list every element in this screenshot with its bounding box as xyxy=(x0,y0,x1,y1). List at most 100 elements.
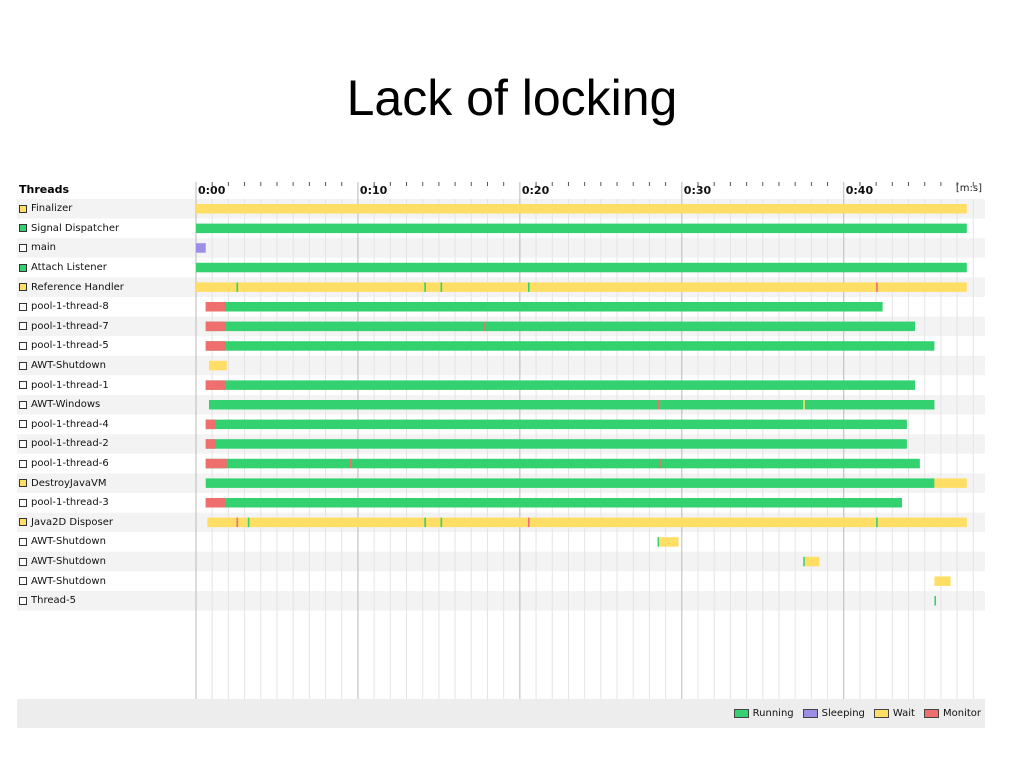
thread-row-label: Attach Listener xyxy=(17,258,107,278)
state-segment-running xyxy=(803,556,805,567)
thread-state-swatch-icon xyxy=(19,243,27,252)
state-segment-running xyxy=(424,517,426,528)
thread-state-swatch-icon xyxy=(19,204,27,213)
state-segment-monitor xyxy=(205,380,226,390)
thread-row-label: pool-1-thread-1 xyxy=(17,375,109,395)
thread-row-label: AWT-Windows xyxy=(17,395,100,415)
thread-row-label: pool-1-thread-4 xyxy=(17,415,109,435)
state-segment-monitor xyxy=(205,321,226,332)
state-segment-wait xyxy=(196,282,967,292)
thread-name: pool-1-thread-7 xyxy=(31,320,109,332)
state-segment-monitor xyxy=(205,341,226,351)
thread-name: pool-1-thread-2 xyxy=(31,438,109,450)
timeline-chart: 0:00 0:10 0:20 0:30 0:40 xyxy=(17,182,985,699)
state-segment-running xyxy=(196,223,967,234)
thread-state-swatch-icon xyxy=(19,518,27,527)
state-segment-running xyxy=(205,380,915,390)
legend-item-monitor: Monitor xyxy=(923,708,981,719)
thread-row-label: pool-1-thread-8 xyxy=(17,297,109,317)
row-background xyxy=(17,355,985,376)
state-segment-monitor xyxy=(236,517,239,528)
thread-row-label: Java2D Disposer xyxy=(17,513,113,533)
thread-row-label: AWT-Shutdown xyxy=(17,571,106,591)
thread-name: AWT-Windows xyxy=(31,399,101,411)
thread-state-swatch-icon xyxy=(19,302,27,311)
row-background xyxy=(17,571,985,591)
state-segment-running xyxy=(934,596,937,606)
thread-row-label: AWT-Shutdown xyxy=(17,532,106,552)
thread-name: pool-1-thread-8 xyxy=(31,301,109,313)
thread-row-label: Reference Handler xyxy=(17,277,124,297)
thread-row-label: Thread-5 xyxy=(17,591,76,611)
thread-state-swatch-icon xyxy=(19,263,27,272)
thread-row-label: main xyxy=(17,238,56,258)
state-segment-running xyxy=(205,419,907,430)
state-segment-wait xyxy=(803,400,805,410)
legend-item-running: Running xyxy=(733,708,794,719)
state-segment-running xyxy=(205,302,883,312)
legend-label-monitor: Monitor xyxy=(942,708,981,719)
thread-name: Reference Handler xyxy=(31,281,124,293)
state-segment-running xyxy=(527,282,530,292)
thread-name: AWT-Shutdown xyxy=(31,360,106,372)
thread-name: AWT-Shutdown xyxy=(31,536,106,548)
tick-label: 0:00 xyxy=(198,184,226,197)
state-segment-monitor xyxy=(659,458,661,469)
row-background xyxy=(17,238,985,258)
thread-row-label: AWT-Shutdown xyxy=(17,552,106,572)
thread-name: DestroyJavaVM xyxy=(31,477,107,489)
thread-name: pool-1-thread-3 xyxy=(31,497,109,509)
thread-row-label: DestroyJavaVM xyxy=(17,473,107,493)
tick-label: 0:10 xyxy=(360,184,388,197)
thread-row-label: Signal Dispatcher xyxy=(17,219,119,239)
thread-row-label: pool-1-thread-5 xyxy=(17,336,109,356)
state-segment-monitor xyxy=(205,498,226,508)
wait-swatch-icon xyxy=(873,709,889,718)
state-segment-running xyxy=(247,517,250,528)
row-background xyxy=(17,551,985,572)
state-segment-wait xyxy=(207,517,967,528)
thread-row-label: Finalizer xyxy=(17,199,72,219)
thread-state-swatch-icon xyxy=(19,283,27,292)
state-segment-running xyxy=(196,262,967,273)
thread-name: pool-1-thread-1 xyxy=(31,379,109,391)
thread-state-swatch-icon xyxy=(19,596,27,605)
state-segment-running xyxy=(205,458,920,469)
legend-label-sleeping: Sleeping xyxy=(821,708,865,719)
state-segment-running xyxy=(440,282,443,292)
thread-row-label: pool-1-thread-7 xyxy=(17,317,109,337)
thread-name: pool-1-thread-6 xyxy=(31,458,109,470)
state-segment-wait xyxy=(934,478,967,488)
state-segment-wait xyxy=(659,537,679,547)
state-segment-running xyxy=(205,498,903,508)
state-segment-running xyxy=(205,321,915,332)
state-segment-running xyxy=(876,517,878,528)
thread-row-label: pool-1-thread-3 xyxy=(17,493,109,513)
state-segment-monitor xyxy=(205,458,227,469)
state-segment-running xyxy=(424,282,426,292)
thread-name: Signal Dispatcher xyxy=(31,222,120,234)
thread-name: Thread-5 xyxy=(31,595,76,607)
state-segment-monitor xyxy=(205,439,216,449)
thread-state-swatch-icon xyxy=(19,459,27,468)
thread-name: main xyxy=(31,242,56,254)
thread-state-swatch-icon xyxy=(19,498,27,507)
state-segment-wait xyxy=(934,576,951,586)
thread-name: pool-1-thread-4 xyxy=(31,418,109,430)
legend-item-sleeping: Sleeping xyxy=(802,708,865,719)
thread-state-swatch-icon xyxy=(19,537,27,546)
thread-row-label: AWT-Shutdown xyxy=(17,356,106,376)
monitor-swatch-icon xyxy=(923,709,939,718)
legend-label-wait: Wait xyxy=(892,708,915,719)
slide-title: Lack of locking xyxy=(346,70,678,126)
state-segment-monitor xyxy=(349,458,352,469)
running-swatch-icon xyxy=(733,709,749,718)
state-segment-monitor xyxy=(527,517,530,528)
thread-state-swatch-icon xyxy=(19,439,27,448)
state-segment-monitor xyxy=(205,419,216,430)
thread-row-label: pool-1-thread-2 xyxy=(17,434,109,454)
state-segment-wait xyxy=(196,204,967,214)
threads-column-header: Threads xyxy=(19,183,70,196)
state-segment-running xyxy=(657,537,660,547)
state-segment-running xyxy=(208,400,935,410)
